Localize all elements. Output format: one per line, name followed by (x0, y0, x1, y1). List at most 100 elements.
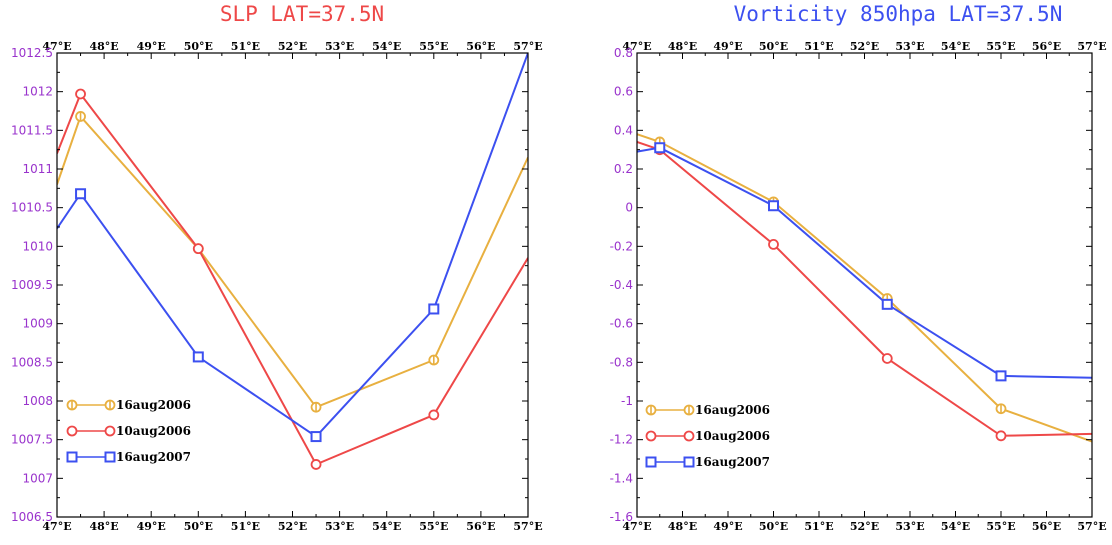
x-tick-label: 48°E (89, 40, 118, 53)
series-line (637, 133, 1092, 443)
y-tick-label: -1.2 (610, 433, 633, 447)
legend-label: 16aug2006 (695, 403, 770, 417)
y-tick-label: 1008 (22, 394, 53, 408)
plot-area (637, 133, 1092, 443)
vorticity-chart-svg: 47°E 47°E 48°E 48°E 49°E 49°E 50°E 50°E 51°E 51°E… (610, 40, 1107, 533)
series-marker (428, 409, 440, 421)
x-tick-label: 50°E (184, 40, 213, 53)
y-tick-label: 1006.5 (11, 510, 53, 524)
x-tick-label: 57°E (1077, 40, 1106, 53)
legend-label: 10aug2006 (116, 424, 191, 438)
x-tick-label: 54°E (941, 520, 970, 533)
x-tick-label: 52°E (278, 520, 307, 533)
chart-title: SLP LAT=37.5N (219, 2, 385, 26)
series-marker (104, 425, 116, 437)
x-tick-label: 51°E (804, 520, 833, 533)
x-tick-label: 57°E (1077, 520, 1106, 533)
x-tick-label: 55°E (419, 520, 448, 533)
x-tick-label: 54°E (372, 40, 401, 53)
y-tick-label: -1 (621, 394, 633, 408)
series-line (637, 140, 1092, 437)
y-tick-label: 0.6 (614, 85, 633, 99)
legend-label: 16aug2007 (695, 455, 770, 469)
y-tick-label: 1009 (22, 317, 53, 331)
x-tick-label: 55°E (986, 520, 1015, 533)
x-tick-label: 52°E (850, 520, 879, 533)
x-tick-label: 51°E (804, 40, 833, 53)
x-tick-label: 53°E (895, 520, 924, 533)
x-tick-label: 52°E (278, 40, 307, 53)
y-tick-label: -0.4 (610, 278, 633, 292)
x-tick-label: 47°E (622, 520, 651, 533)
x-tick-label: 53°E (325, 520, 354, 533)
vorticity-chart-panel: Vorticity 850hpa LAT=37.5N 47°E 47°E 48°E 4… (556, 0, 1112, 545)
x-tick-label: 48°E (89, 520, 118, 533)
x-tick-label: 47°E (42, 520, 71, 533)
x-tick-label: 50°E (759, 520, 788, 533)
x-tick-label: 50°E (184, 520, 213, 533)
x-tick-label: 50°E (759, 40, 788, 53)
y-tick-label: -1.4 (610, 471, 633, 485)
series-marker (881, 298, 893, 310)
x-tick-label: 49°E (713, 40, 742, 53)
series-marker (654, 142, 666, 154)
legend-label: 16aug2006 (116, 398, 191, 412)
chart-title: Vorticity 850hpa LAT=37.5N (733, 2, 1063, 26)
y-tick-label: 0 (625, 201, 633, 215)
x-tick-label: 49°E (137, 40, 166, 53)
series-line (57, 53, 528, 438)
y-tick-label: 1007.5 (11, 433, 53, 447)
x-tick-label: 48°E (668, 40, 697, 53)
series-marker (995, 370, 1007, 382)
plot-frame (56, 52, 529, 518)
series-marker (881, 353, 893, 364)
x-tick-label: 53°E (325, 40, 354, 53)
x-tick-label: 51°E (231, 40, 260, 53)
series-marker (768, 238, 779, 250)
x-tick-label: 53°E (895, 40, 924, 53)
x-tick-label: 49°E (137, 520, 166, 533)
x-tick-label: 48°E (668, 520, 697, 533)
series-marker (310, 431, 322, 443)
y-tick-label: 1011.5 (11, 123, 53, 137)
x-tick-label: 54°E (941, 40, 970, 53)
y-tick-label: -0.8 (610, 355, 633, 369)
x-tick-label: 55°E (419, 40, 448, 53)
x-tick-label: 57°E (513, 520, 542, 533)
series-marker (75, 88, 86, 100)
y-tick-label: 1010.5 (11, 201, 53, 215)
series-marker (192, 351, 204, 363)
x-tick-label: 52°E (850, 40, 879, 53)
x-tick-label: 56°E (1032, 40, 1061, 53)
series-marker (645, 456, 657, 468)
series-marker (192, 243, 204, 255)
x-tick-label: 49°E (713, 520, 742, 533)
x-tick-label: 54°E (372, 520, 401, 533)
series-marker (75, 188, 87, 200)
y-tick-label: 0.2 (614, 162, 633, 176)
y-tick-label: -0.6 (610, 317, 633, 331)
y-tick-label: 1010 (22, 239, 53, 253)
series-marker (66, 451, 78, 463)
x-tick-label: 55°E (986, 40, 1015, 53)
y-tick-label: 1011 (22, 162, 53, 176)
legend-label: 16aug2007 (116, 450, 191, 464)
slp-chart-svg: 47°E 47°E 48°E 48°E 49°E 49°E 50°E 50°E 51°E 51°E… (11, 40, 543, 533)
series-marker (310, 459, 322, 470)
y-tick-label: 1009.5 (11, 278, 53, 292)
x-tick-label: 57°E (513, 40, 542, 53)
series-line (637, 146, 1092, 379)
series-line (57, 114, 528, 409)
x-tick-label: 47°E (42, 40, 71, 53)
series-marker (104, 451, 116, 463)
y-tick-label: -0.2 (610, 239, 633, 253)
x-tick-label: 51°E (231, 520, 260, 533)
y-tick-label: 1007 (22, 471, 53, 485)
x-tick-label: 47°E (622, 40, 651, 53)
series-marker (683, 456, 695, 468)
y-tick-label: 0.4 (614, 123, 633, 137)
y-tick-label: 1008.5 (11, 355, 53, 369)
y-tick-label: 1012 (22, 85, 53, 99)
slp-chart-panel: SLP LAT=37.5N 47°E 47°E 48°E 48°E 49°E 49°E 50… (11, 2, 543, 533)
series-marker (995, 430, 1007, 442)
